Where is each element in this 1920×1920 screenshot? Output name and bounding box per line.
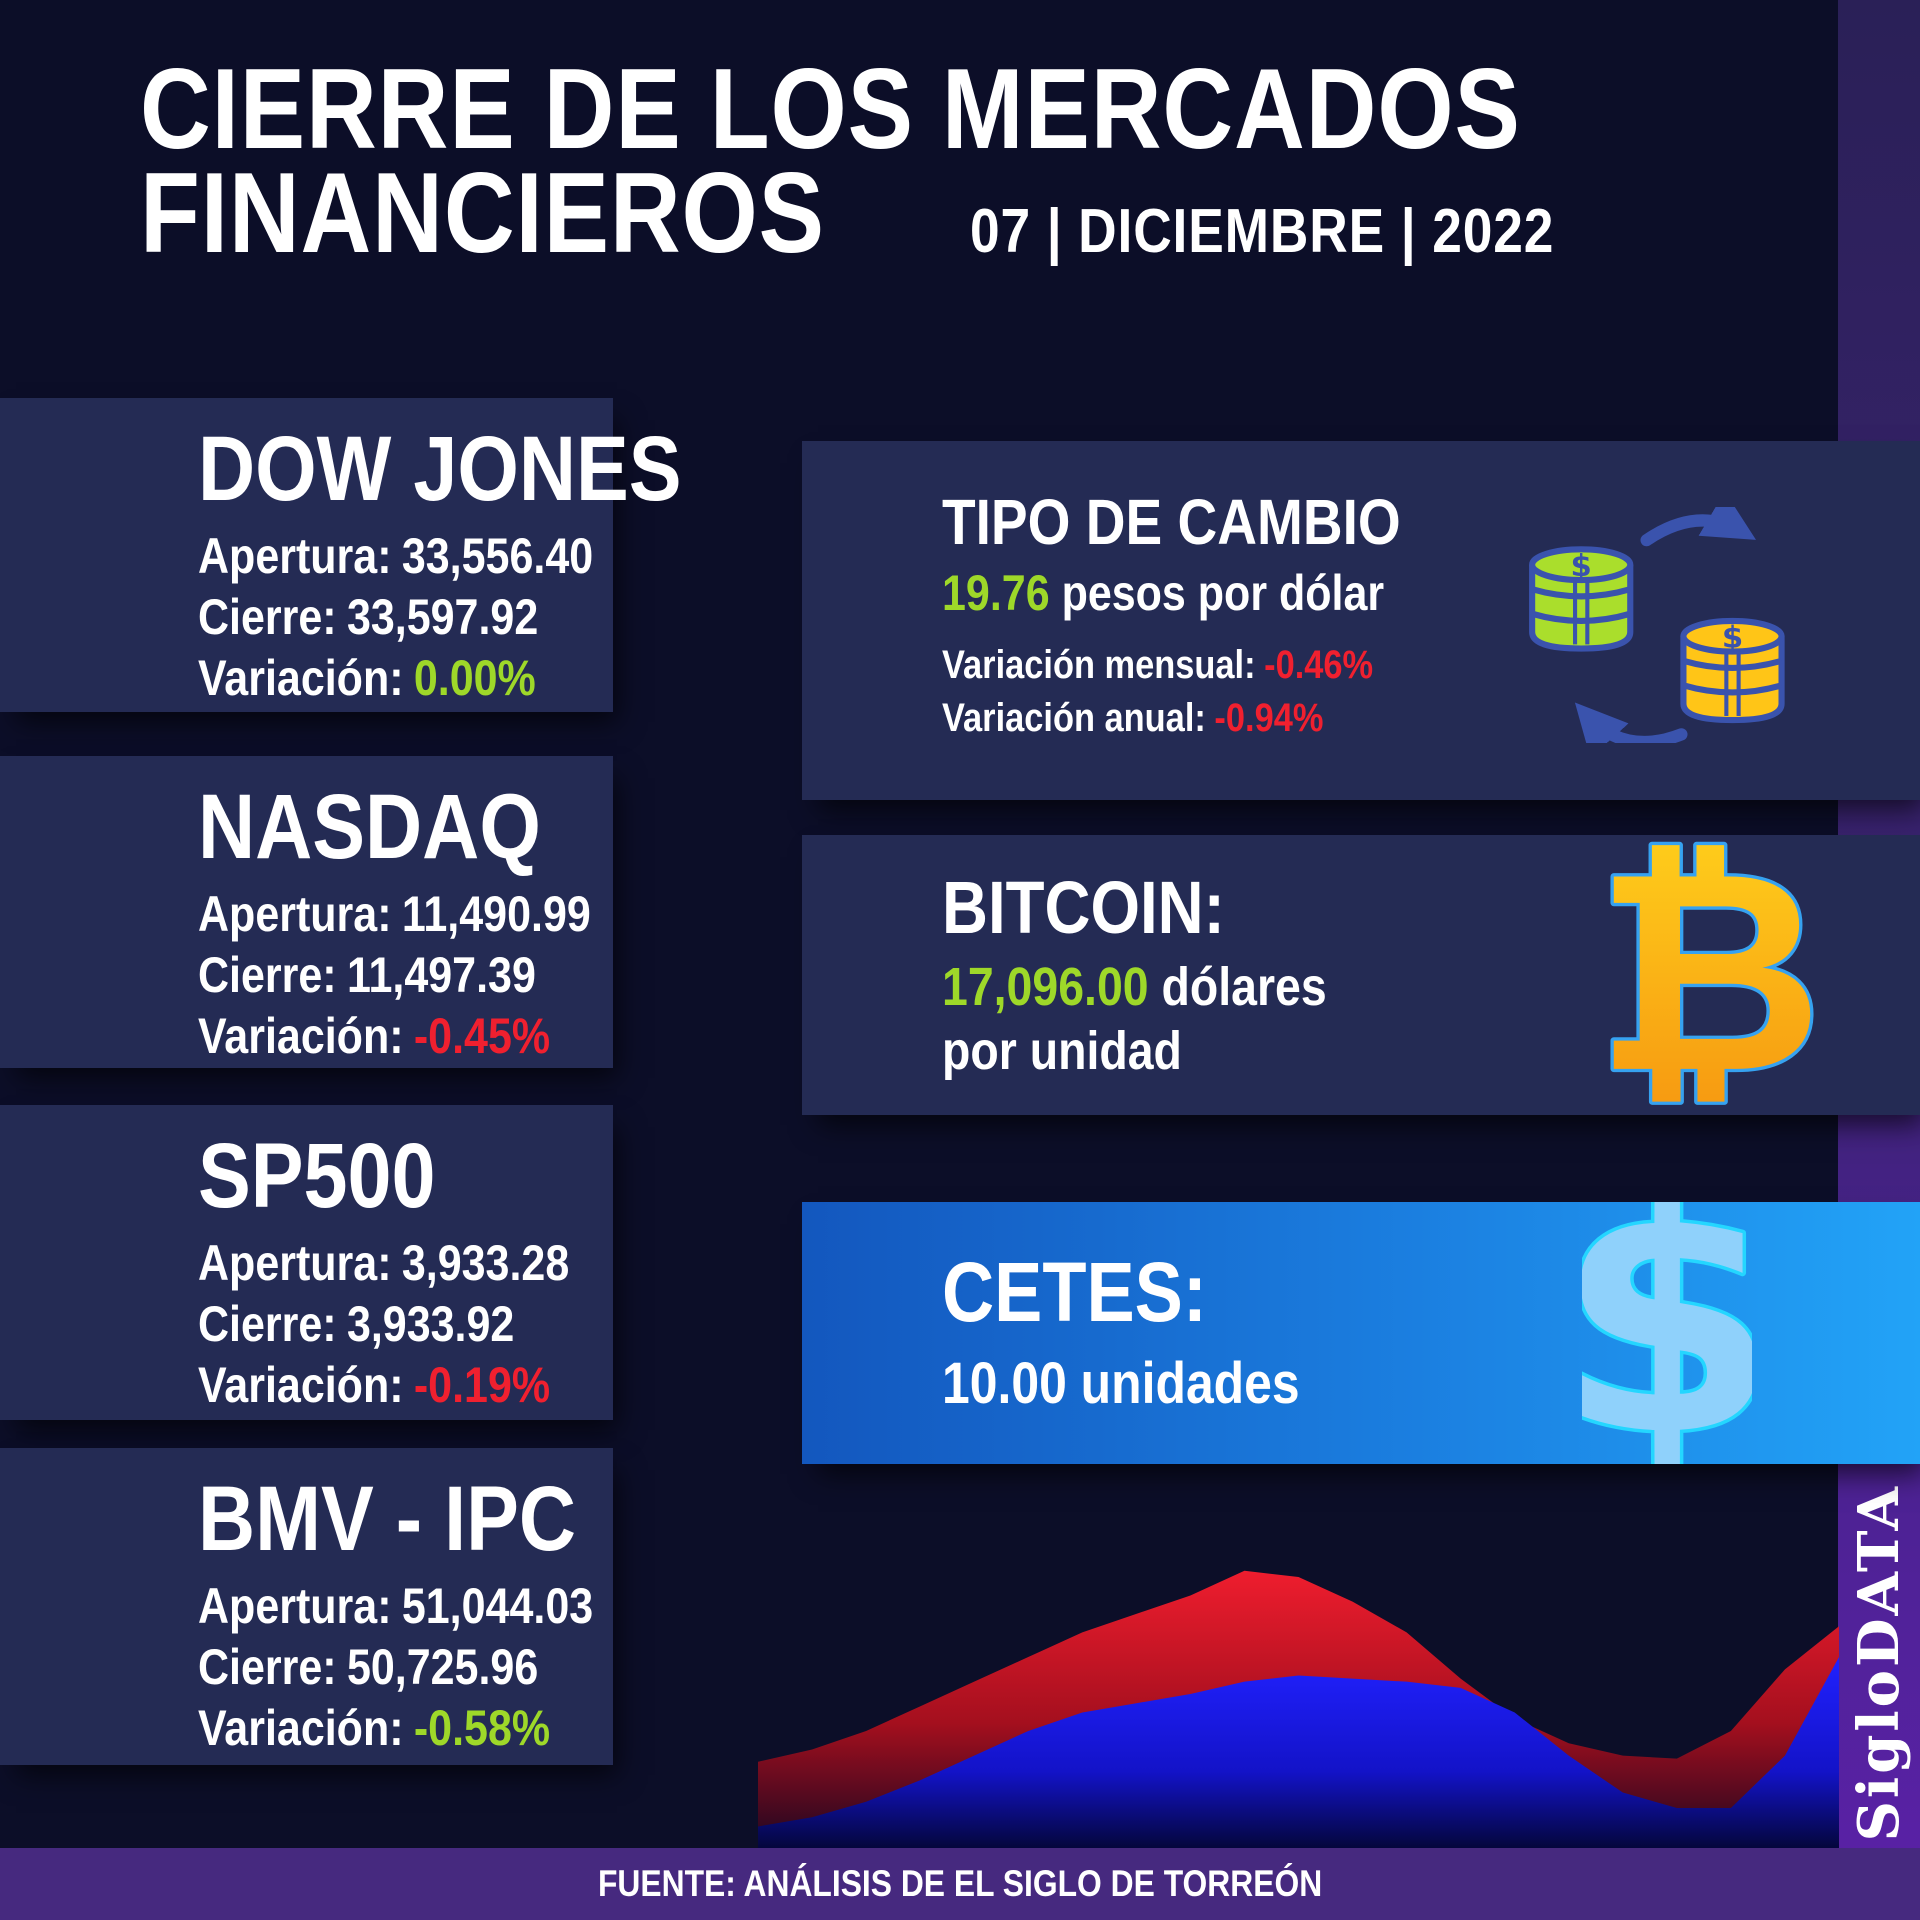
apertura-value: 33,556.40 [401,528,594,584]
market-trend-chart [758,1540,1839,1848]
annual-variation-value: -0.94% [1214,696,1324,740]
chart-blue-area [758,1657,1839,1848]
exchange-title: TIPO DE CAMBIO [942,486,1401,558]
market-name: DOW JONES [198,418,682,520]
variacion-value: -0.45% [413,1008,551,1064]
cierre-value: 11,497.39 [346,947,536,1003]
cetes-card-content: CETES: 10.00 unidades [802,1202,1920,1416]
title-line1: CIERRE DE LOS MERCADOS [140,46,1521,173]
apertura-label: Apertura: [198,1235,392,1291]
market-card-sp500: SP500 Apertura: 3,933.28 Cierre: 3,933.92 … [0,1105,613,1420]
cierre-label: Cierre: [198,1639,337,1695]
cierre-row: Cierre: 33,597.92 [198,587,613,648]
variacion-value: -0.58% [413,1700,551,1756]
svg-text:$: $ [1722,620,1743,655]
exchange-rate-value: 19.76 [942,565,1050,621]
variacion-label: Variación: [198,1008,404,1064]
variacion-label: Variación: [198,650,404,706]
market-card-content: BMV - IPC Apertura: 51,044.03 Cierre: 50,7… [0,1448,613,1759]
variacion-row: Variación: -0.19% [198,1355,613,1416]
exchange-rate-unit: pesos por dólar [1061,565,1385,621]
title-line2: FINANCIEROS 07 | DICIEMBRE | 2022 [140,157,1745,284]
market-card-content: NASDAQ Apertura: 11,490.99 Cierre: 11,497.… [0,756,613,1067]
variacion-value: 0.00% [413,650,536,706]
bitcoin-card-content: BITCOIN: 17,096.00 dólares por unidad [802,835,1920,1083]
apertura-label: Apertura: [198,1578,392,1634]
cetes-title: CETES: [942,1245,1207,1339]
annual-variation-row: Variación anual: -0.94% [942,692,1920,745]
apertura-row: Apertura: 3,933.28 [198,1233,613,1294]
bitcoin-title: BITCOIN: [942,866,1225,949]
apertura-row: Apertura: 51,044.03 [198,1576,613,1637]
cierre-value: 33,597.92 [346,589,539,645]
variacion-row: Variación: 0.00% [198,648,613,709]
coins-exchange-icon: $ $ [1529,507,1785,743]
market-card-content: SP500 Apertura: 3,933.28 Cierre: 3,933.92 … [0,1105,613,1416]
exchange-card-content: TIPO DE CAMBIO 19.76 pesos por dólar Var… [802,441,1920,745]
cierre-value: 3,933.92 [346,1296,515,1352]
apertura-row: Apertura: 33,556.40 [198,526,613,587]
page-title: CIERRE DE LOS MERCADOS FINANCIEROS 07 | … [140,46,1745,284]
apertura-label: Apertura: [198,528,392,584]
brand-vertical-text: SigloDATA [1846,1484,1912,1842]
cetes-card: CETES: 10.00 unidades $ [802,1202,1920,1464]
cierre-row: Cierre: 3,933.92 [198,1294,613,1355]
market-name: NASDAQ [198,776,541,878]
market-name: BMV - IPC [198,1468,577,1570]
variacion-label: Variación: [198,1700,404,1756]
bitcoin-price-unit: dólares [1161,957,1327,1017]
apertura-value: 11,490.99 [401,886,591,942]
cierre-value: 50,725.96 [346,1639,539,1695]
exchange-rate-line: 19.76 pesos por dólar [942,563,1920,623]
cetes-value-line: 10.00 unidades [942,1351,1300,1416]
market-name: SP500 [198,1125,436,1227]
monthly-variation-value: -0.46% [1264,643,1374,687]
svg-text:$: $ [1571,549,1592,584]
cierre-label: Cierre: [198,947,337,1003]
title-date: 07 | DICIEMBRE | 2022 [970,197,1555,266]
monthly-variation-label: Variación mensual: [942,643,1256,687]
bitcoin-price-line: 17,096.00 dólares [942,955,1920,1019]
cierre-row: Cierre: 11,497.39 [198,945,613,1006]
apertura-label: Apertura: [198,886,392,942]
cierre-label: Cierre: [198,589,337,645]
cierre-label: Cierre: [198,1296,337,1352]
source-text: FUENTE: ANÁLISIS DE EL SIGLO DE TORREÓN [597,1863,1323,1904]
market-card-nasdaq: NASDAQ Apertura: 11,490.99 Cierre: 11,497.… [0,756,613,1068]
cierre-row: Cierre: 50,725.96 [198,1637,613,1698]
market-card-content: DOW JONES Apertura: 33,556.40 Cierre: 33,5… [0,398,682,709]
bitcoin-icon: ₿ [1592,841,1826,1109]
variacion-value: -0.19% [413,1357,551,1413]
svg-text:$: $ [1582,1202,1752,1464]
svg-text:₿: ₿ [1595,841,1823,1109]
dollar-sign-icon: $ [1582,1202,1752,1464]
variacion-row: Variación: -0.58% [198,1698,613,1759]
variacion-label: Variación: [198,1357,404,1413]
apertura-row: Apertura: 11,490.99 [198,884,613,945]
apertura-value: 3,933.28 [401,1235,570,1291]
market-card-dow-jones: DOW JONES Apertura: 33,556.40 Cierre: 33,5… [0,398,682,712]
monthly-variation-row: Variación mensual: -0.46% [942,639,1920,692]
bitcoin-unit-line: por unidad [942,1021,1182,1081]
market-card-bmv-ipc: BMV - IPC Apertura: 51,044.03 Cierre: 50,7… [0,1448,613,1765]
apertura-value: 51,044.03 [401,1578,594,1634]
annual-variation-label: Variación anual: [942,696,1206,740]
bitcoin-price-value: 17,096.00 [942,957,1149,1017]
footer-bar: FUENTE: ANÁLISIS DE EL SIGLO DE TORREÓN [0,1848,1920,1920]
bitcoin-card: BITCOIN: 17,096.00 dólares por unidad ₿ [802,835,1920,1115]
exchange-rate-card: TIPO DE CAMBIO 19.76 pesos por dólar Var… [802,441,1920,800]
variacion-row: Variación: -0.45% [198,1006,613,1067]
